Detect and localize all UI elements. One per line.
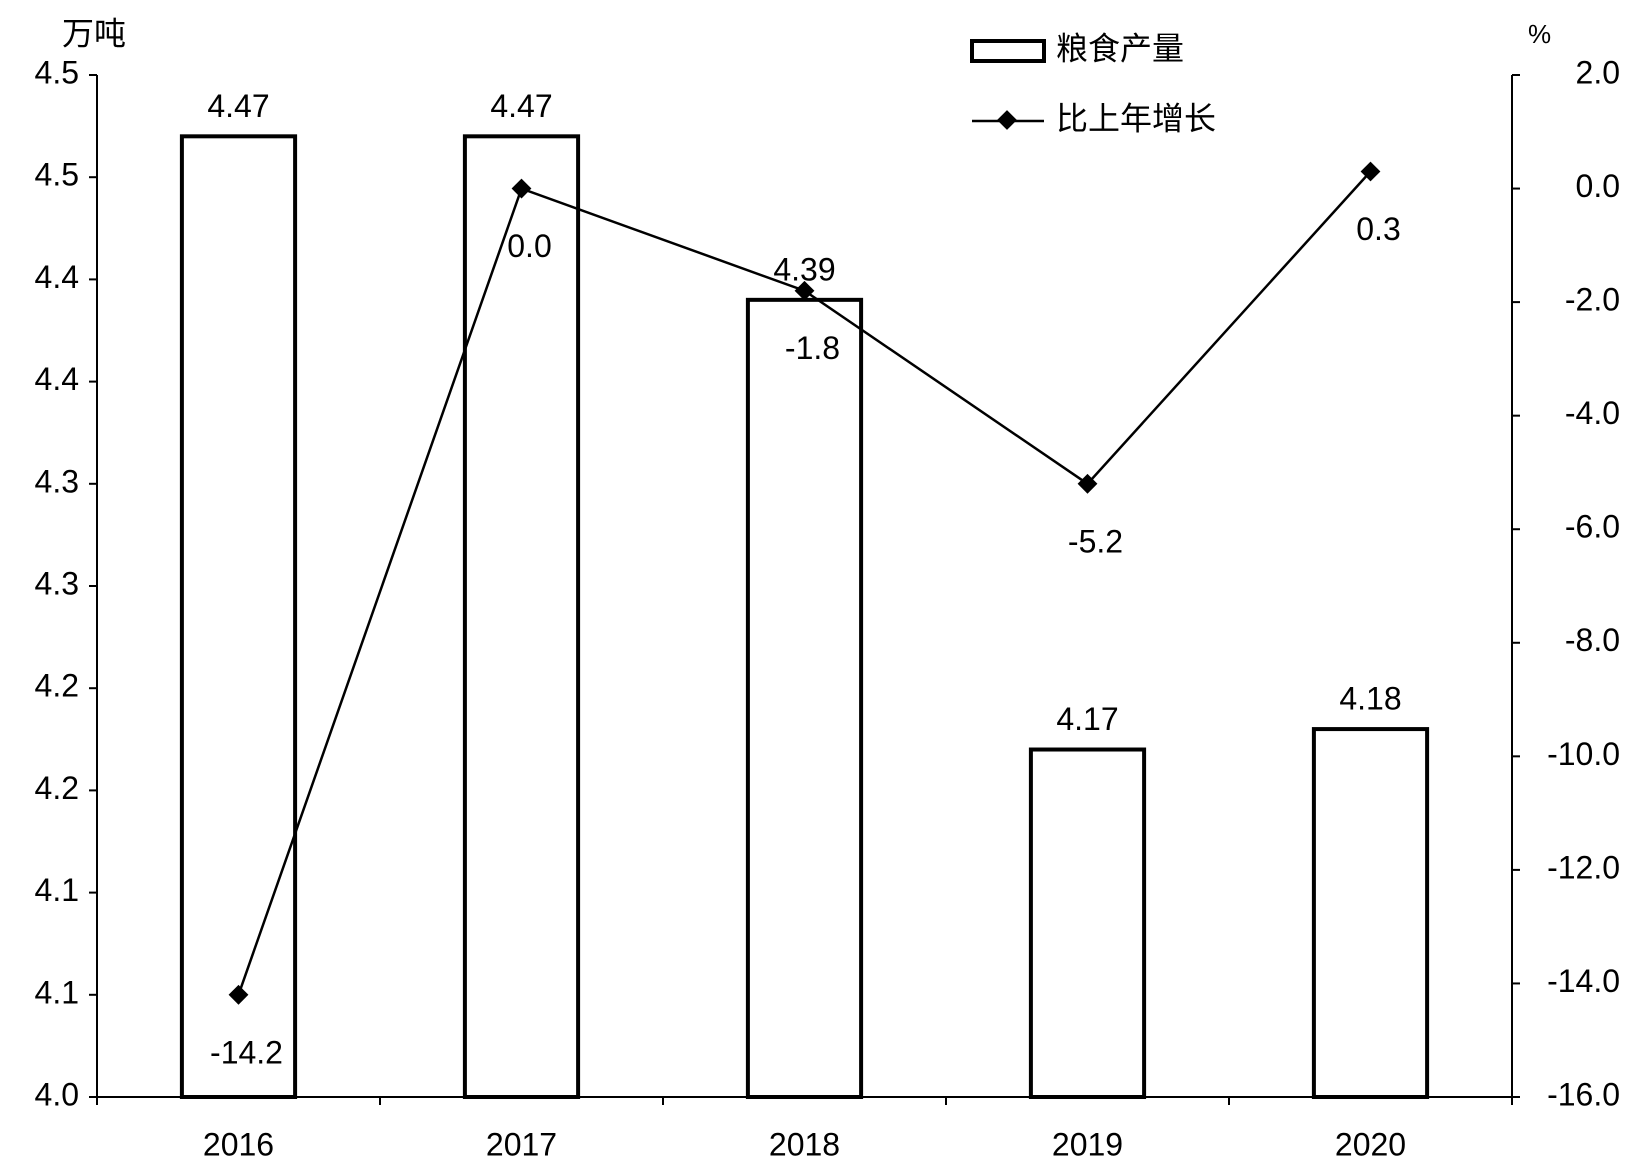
y-tick-label: 4.3: [35, 565, 79, 601]
legend: 粮食产量 比上年增长: [970, 30, 1216, 136]
y-tick-label: 4.5: [35, 157, 79, 193]
line-value-label: -14.2: [210, 1034, 283, 1070]
x-tick-label: 2016: [203, 1126, 274, 1162]
bar: [1311, 727, 1430, 1100]
line-marker: [1360, 161, 1381, 182]
y2-axis-title: %: [1528, 19, 1551, 49]
y-tick-label: 4.5: [35, 54, 79, 90]
y2-tick-label: -2.0: [1565, 282, 1620, 318]
line-value-label: 0.0: [507, 228, 551, 264]
y2-tick-label: 2.0: [1576, 54, 1620, 90]
y-tick-label: 4.1: [35, 974, 79, 1010]
line-value-label: 0.3: [1356, 211, 1400, 247]
legend-label: 粮食产量: [1056, 30, 1184, 66]
bar: [745, 297, 864, 1099]
y2-tick-label: -16.0: [1547, 1076, 1620, 1112]
y2-tick-label: -4.0: [1565, 395, 1620, 431]
legend-swatch-bar: [970, 39, 1046, 63]
x-tick-label: 2018: [769, 1126, 840, 1162]
bar-value-label: 4.47: [490, 88, 552, 124]
y2-tick-label: -6.0: [1565, 509, 1620, 545]
y-tick-label: 4.4: [35, 259, 79, 295]
y-tick-label: 4.4: [35, 361, 79, 397]
bar-value-label: 4.47: [207, 88, 269, 124]
y2-tick-label: -12.0: [1547, 849, 1620, 885]
x-tick-label: 2020: [1335, 1126, 1406, 1162]
y-tick-label: 4.3: [35, 463, 79, 499]
y2-tick-label: -10.0: [1547, 736, 1620, 772]
legend-label: 比上年增长: [1056, 100, 1216, 136]
bar: [1028, 747, 1147, 1100]
bar: [179, 134, 298, 1099]
y2-tick-label: -14.0: [1547, 963, 1620, 999]
y-tick-label: 4.2: [35, 668, 79, 704]
bar: [462, 134, 581, 1099]
bar-value-label: 4.18: [1339, 681, 1401, 717]
y2-tick-label: -8.0: [1565, 622, 1620, 658]
line-value-label: -1.8: [785, 330, 840, 366]
x-tick-label: 2017: [486, 1126, 557, 1162]
y-tick-label: 4.2: [35, 770, 79, 806]
y-tick-label: 4.0: [35, 1076, 79, 1112]
legend-swatch-marker: [997, 110, 1017, 130]
x-tick-label: 2019: [1052, 1126, 1123, 1162]
line-marker: [794, 280, 815, 301]
y2-tick-label: 0.0: [1576, 168, 1620, 204]
y-tick-label: 4.1: [35, 872, 79, 908]
line-marker: [1077, 473, 1098, 494]
line-value-label: -5.2: [1068, 523, 1123, 559]
y-axis-title: 万吨: [62, 15, 126, 51]
bar-value-label: 4.17: [1056, 701, 1118, 737]
